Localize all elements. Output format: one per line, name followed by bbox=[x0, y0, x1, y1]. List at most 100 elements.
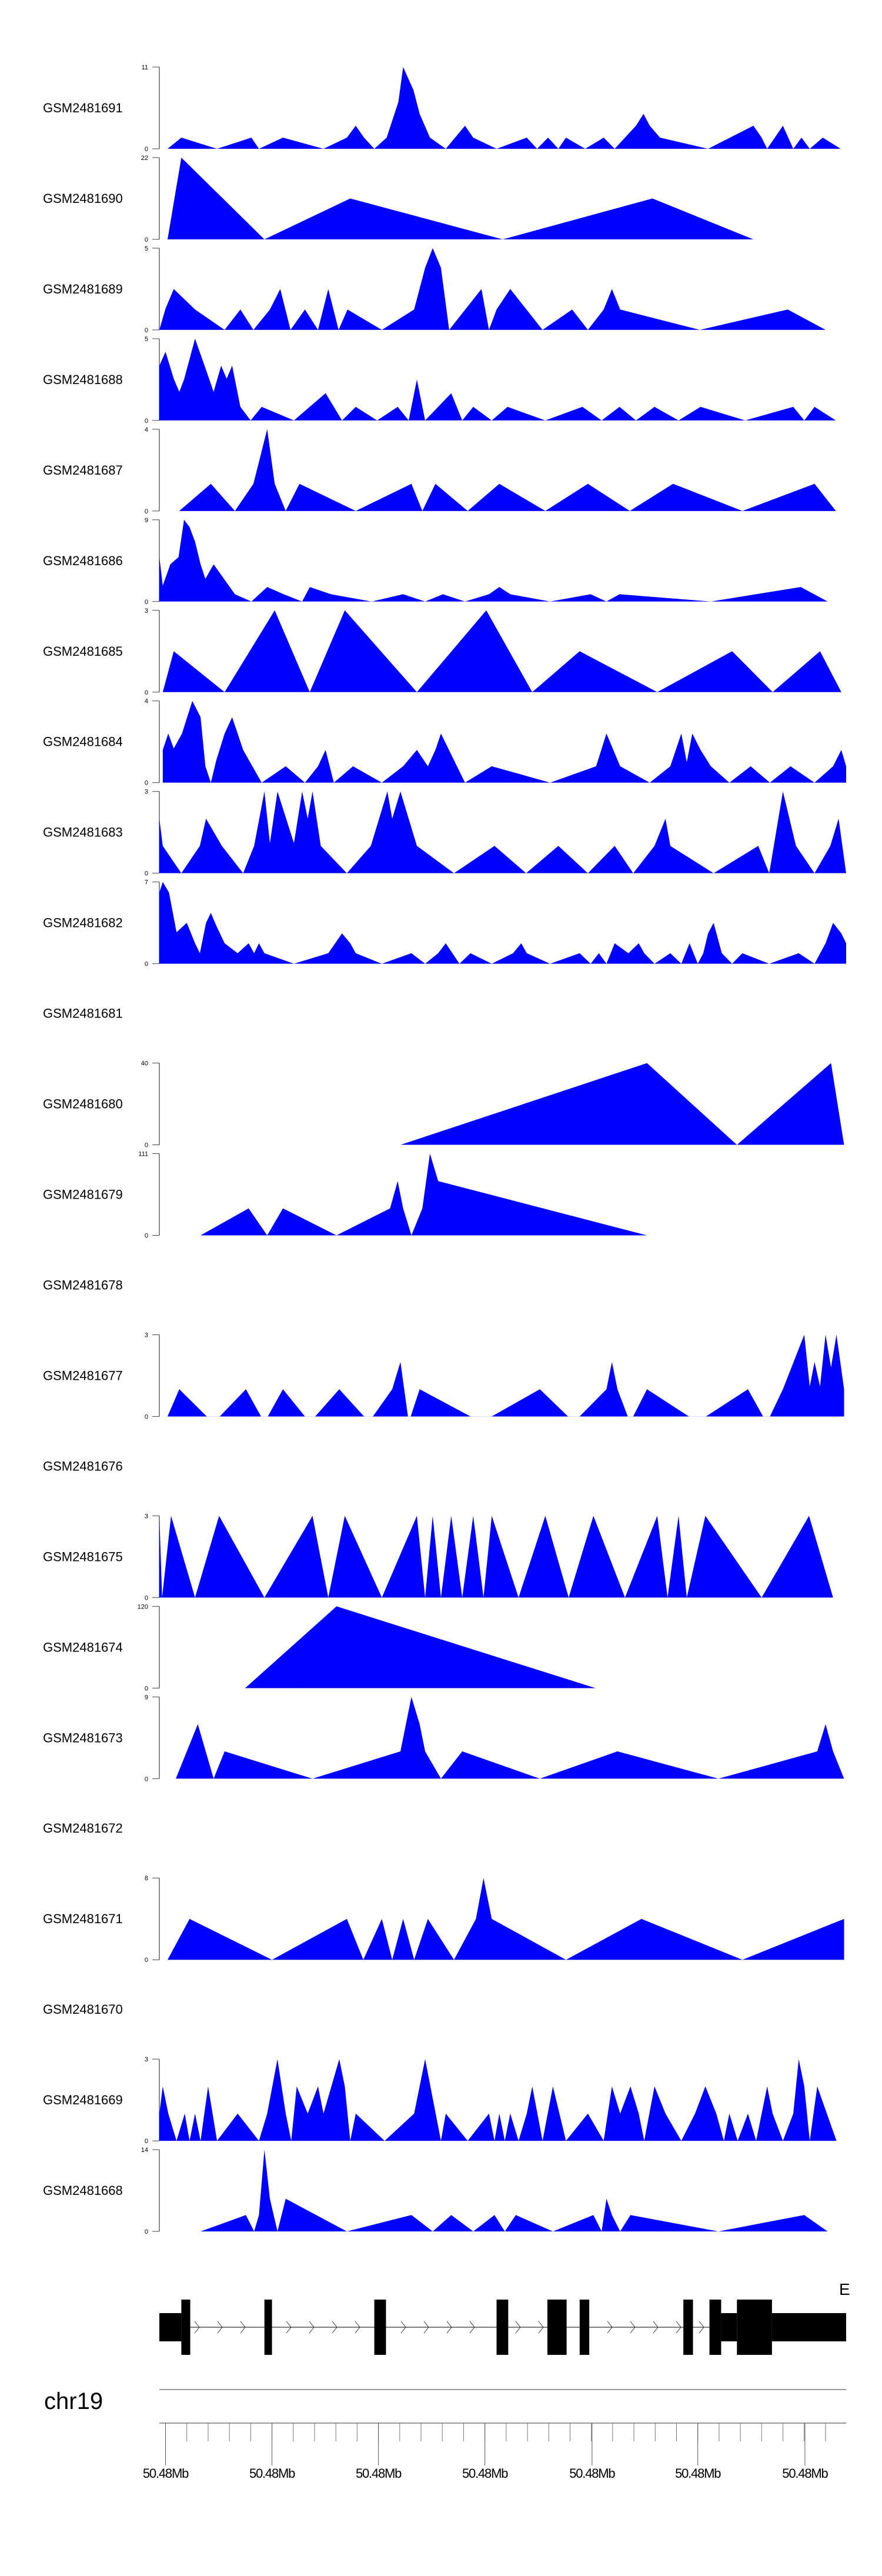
coverage-area bbox=[159, 519, 828, 602]
utr-block bbox=[721, 2313, 737, 2341]
track-label: GSM2481689 bbox=[43, 282, 123, 296]
track-label: GSM2481675 bbox=[43, 1549, 123, 1564]
exon-block bbox=[374, 2300, 386, 2355]
y-tick-label-min: 0 bbox=[145, 870, 148, 877]
track-GSM2481686: GSM2481686 9 0 bbox=[43, 517, 828, 606]
track-label: GSM2481679 bbox=[43, 1187, 123, 1202]
y-tick-label-max: 7 bbox=[145, 879, 148, 886]
y-tick-label-max: 3 bbox=[145, 2056, 148, 2063]
strand-arrow-icon bbox=[400, 2321, 406, 2334]
track-GSM2481671: GSM2481671 8 0 bbox=[43, 1875, 844, 1964]
track-GSM2481683: GSM2481683 3 0 bbox=[43, 789, 846, 877]
y-tick-label-min: 0 bbox=[145, 961, 148, 968]
track-label: GSM2481674 bbox=[43, 1640, 123, 1654]
x-tick-label: 50.48Mb bbox=[569, 2466, 615, 2481]
strand-arrow-icon bbox=[240, 2321, 246, 2334]
y-tick-label-max: 5 bbox=[145, 336, 148, 343]
coverage-area bbox=[159, 2059, 837, 2141]
y-tick-label-max: 3 bbox=[145, 1513, 148, 1520]
exon-block bbox=[181, 2300, 191, 2355]
y-tick-label-max: 8 bbox=[145, 1875, 148, 1882]
track-label: GSM2481676 bbox=[43, 1459, 123, 1473]
track-GSM2481678: GSM2481678 bbox=[43, 1277, 123, 1292]
y-tick-label-min: 0 bbox=[145, 1233, 148, 1240]
track-label: GSM2481677 bbox=[43, 1368, 123, 1383]
coverage-area bbox=[201, 2150, 828, 2232]
y-tick-label-min: 0 bbox=[145, 327, 148, 334]
track-label: GSM2481685 bbox=[43, 644, 123, 659]
track-GSM2481668: GSM2481668 14 0 bbox=[43, 2147, 828, 2235]
track-GSM2481674: GSM2481674 120 0 bbox=[43, 1603, 596, 1692]
track-GSM2481676: GSM2481676 bbox=[43, 1459, 123, 1473]
gene-label: E bbox=[839, 2280, 850, 2298]
coverage-area bbox=[159, 1516, 833, 1598]
coverage-area bbox=[245, 1606, 596, 1689]
exon-block bbox=[709, 2300, 721, 2355]
track-label: GSM2481684 bbox=[43, 735, 123, 749]
y-tick-label-max: 111 bbox=[138, 1151, 148, 1158]
coverage-area bbox=[400, 1063, 844, 1145]
strand-arrow-icon bbox=[194, 2321, 200, 2334]
track-GSM2481684: GSM2481684 4 0 bbox=[43, 698, 846, 787]
track-label: GSM2481681 bbox=[43, 1006, 123, 1021]
utr-block bbox=[159, 2313, 182, 2341]
track-label: GSM2481688 bbox=[43, 372, 123, 387]
strand-arrow-icon bbox=[355, 2321, 360, 2334]
track-label: GSM2481691 bbox=[43, 101, 123, 115]
chromosome-label: chr19 bbox=[44, 2388, 103, 2414]
strand-arrow-icon bbox=[699, 2321, 704, 2334]
strand-arrow-icon bbox=[630, 2321, 636, 2334]
strand-arrow-icon bbox=[309, 2321, 315, 2334]
x-tick-label: 50.48Mb bbox=[675, 2466, 721, 2481]
track-GSM2481689: GSM2481689 5 0 bbox=[43, 245, 826, 334]
track-label: GSM2481678 bbox=[43, 1277, 123, 1292]
track-GSM2481687: GSM2481687 4 0 bbox=[43, 426, 836, 515]
strand-arrow-icon bbox=[423, 2321, 429, 2334]
coverage-area bbox=[159, 338, 836, 421]
track-label: GSM2481682 bbox=[43, 916, 123, 930]
y-tick-label-max: 40 bbox=[141, 1060, 148, 1067]
exon-block bbox=[547, 2300, 567, 2355]
track-label: GSM2481668 bbox=[43, 2183, 123, 2198]
coverage-area bbox=[168, 1878, 844, 1960]
coverage-area bbox=[179, 429, 836, 511]
track-GSM2481690: GSM2481690 22 0 bbox=[43, 155, 754, 243]
track-GSM2481681: GSM2481681 bbox=[43, 1006, 123, 1021]
strand-arrow-icon bbox=[653, 2321, 659, 2334]
y-tick-label-max: 3 bbox=[145, 608, 148, 615]
y-tick-label-min: 0 bbox=[145, 1594, 148, 1601]
track-label: GSM2481686 bbox=[43, 553, 123, 568]
track-label: GSM2481672 bbox=[43, 1821, 123, 1836]
y-tick-label-max: 3 bbox=[145, 1332, 148, 1339]
y-tick-label-max: 4 bbox=[145, 426, 148, 433]
y-tick-label-min: 0 bbox=[145, 689, 148, 696]
y-tick-label-max: 22 bbox=[141, 155, 148, 162]
y-tick-label-max: 9 bbox=[145, 517, 148, 524]
y-tick-label-min: 0 bbox=[145, 1413, 148, 1420]
y-tick-label-min: 0 bbox=[145, 146, 148, 153]
track-GSM2481669: GSM2481669 3 0 bbox=[43, 2056, 837, 2145]
y-tick-label-max: 4 bbox=[145, 698, 148, 705]
coverage-area bbox=[168, 1334, 844, 1417]
track-GSM2481680: GSM2481680 40 0 bbox=[43, 1060, 844, 1149]
y-tick-label-min: 0 bbox=[145, 418, 148, 425]
x-tick-label: 50.48Mb bbox=[356, 2466, 402, 2481]
y-tick-label-min: 0 bbox=[145, 780, 148, 787]
exon-block bbox=[264, 2300, 272, 2355]
track-label: GSM2481680 bbox=[43, 1097, 123, 1112]
coverage-area bbox=[162, 700, 846, 783]
strand-arrow-icon bbox=[469, 2321, 475, 2334]
track-GSM2481682: GSM2481682 7 0 bbox=[43, 879, 846, 968]
y-tick-label-max: 5 bbox=[145, 245, 148, 252]
y-tick-label-max: 14 bbox=[141, 2147, 148, 2154]
y-tick-label-max: 3 bbox=[145, 789, 148, 796]
coverage-area bbox=[168, 67, 841, 149]
strand-arrow-icon bbox=[607, 2321, 613, 2334]
y-tick-label-min: 0 bbox=[145, 236, 148, 243]
coverage-area bbox=[176, 1697, 844, 1779]
y-tick-label-min: 0 bbox=[145, 1776, 148, 1783]
y-tick-label-min: 0 bbox=[145, 1957, 148, 1964]
strand-arrow-icon bbox=[332, 2321, 338, 2334]
exon-block bbox=[496, 2300, 509, 2355]
track-GSM2481677: GSM2481677 3 0 bbox=[43, 1332, 844, 1420]
